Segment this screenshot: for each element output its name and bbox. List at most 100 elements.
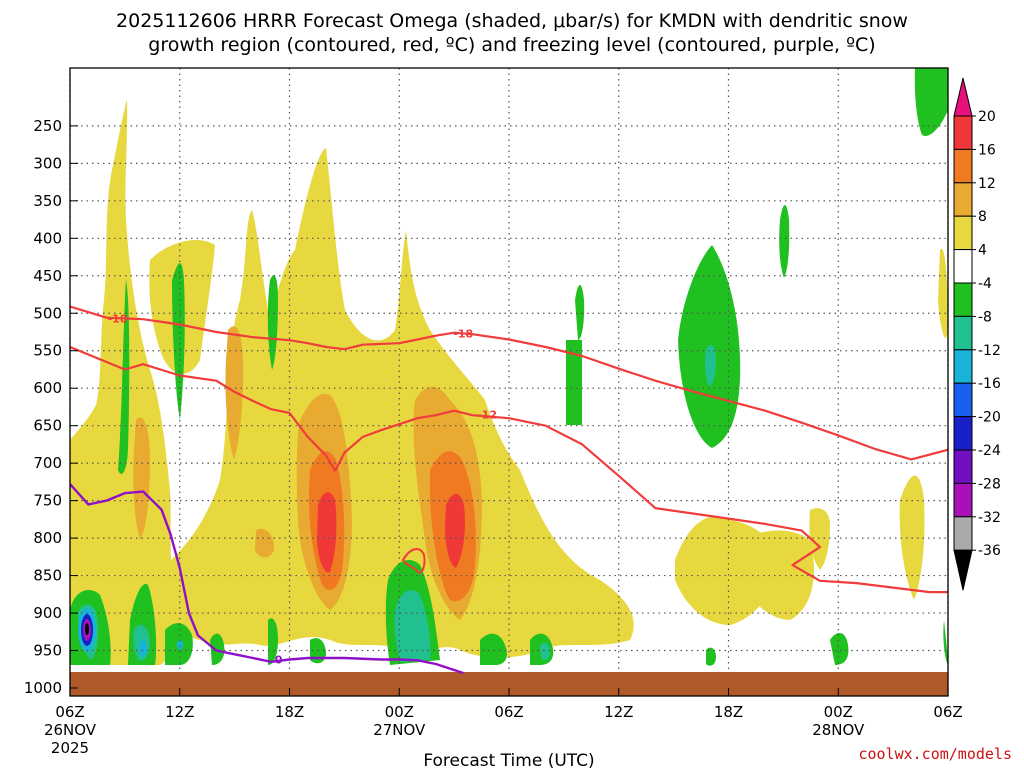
omega-region-green-6 xyxy=(210,633,225,665)
contour-dgz-minus12 xyxy=(70,345,948,594)
colorbar-label-1: 16 xyxy=(978,142,996,158)
omega-core-blue-3 xyxy=(177,640,183,650)
colorbar: 20 16 12 8 4 -4 -8 -12 -16 -20 -24 -28 -32 -36 xyxy=(953,77,1001,591)
x-tick-date-3: 27NOV xyxy=(373,721,426,739)
omega-region-green-16 xyxy=(779,205,790,278)
omega-region-teal-2 xyxy=(704,344,716,386)
x-tick-label-6: 18Z xyxy=(714,703,743,721)
y-tick-label-350: 350 xyxy=(33,192,62,210)
omega-region-green-19 xyxy=(914,68,948,136)
omega-region-green-18 xyxy=(706,647,716,666)
chart-title-line-2: growth region (contoured, red, ºC) and f… xyxy=(148,34,875,56)
x-tick-label-5: 12Z xyxy=(604,703,633,721)
colorbar-label-6: -8 xyxy=(978,309,992,325)
omega-region-yellow-2 xyxy=(150,148,634,658)
y-tick-label-500: 500 xyxy=(33,304,62,322)
omega-region-green-7 xyxy=(268,618,278,665)
colorbar-swatch-9 xyxy=(953,382,973,418)
omega-region-red-1 xyxy=(317,492,337,573)
y-tick-label-700: 700 xyxy=(33,454,62,472)
colorbar-bottom-arrow xyxy=(953,549,973,591)
y-tick-label-650: 650 xyxy=(33,417,62,435)
contour-lines: -18 -18 -12 0 xyxy=(70,305,948,675)
y-tick-label-400: 400 xyxy=(33,229,62,247)
colorbar-swatch-6 xyxy=(953,282,973,317)
colorbar-label-11: -28 xyxy=(978,476,1001,492)
contour-freezing-level xyxy=(70,483,464,675)
contour-label-minus12: -12 xyxy=(477,408,497,421)
credit-text[interactable]: coolwx.com/models xyxy=(858,745,1012,763)
omega-region-gold-3 xyxy=(225,326,244,460)
colorbar-label-0: 20 xyxy=(978,109,996,125)
omega-region-green-11 xyxy=(480,633,507,665)
x-tick-label-7: 00Z xyxy=(824,703,853,721)
x-tick-label-8: 06Z xyxy=(933,703,962,721)
x-tick-label-4: 06Z xyxy=(494,703,523,721)
omega-region-green-20 xyxy=(943,620,948,665)
x-tick-label-3: 00Z xyxy=(385,703,414,721)
colorbar-label-2: 12 xyxy=(978,176,996,192)
omega-region-gold-5 xyxy=(255,528,275,558)
y-tick-label-250: 250 xyxy=(33,117,62,135)
y-tick-label-900: 900 xyxy=(33,604,62,622)
y-tick-label-450: 450 xyxy=(33,267,62,285)
omega-core-black xyxy=(85,623,89,635)
colorbar-label-9: -20 xyxy=(978,410,1001,426)
y-tick-label-1000: 1000 xyxy=(24,679,62,697)
y-tick-label-950: 950 xyxy=(33,642,62,660)
y-tick-label-800: 800 xyxy=(33,529,62,547)
colorbar-label-13: -36 xyxy=(978,543,1001,559)
x-axis-title: Forecast Time (UTC) xyxy=(423,751,594,768)
contour-dgz-minus12-loop xyxy=(401,548,426,574)
omega-region-gold-4 xyxy=(133,417,150,540)
colorbar-label-4: 4 xyxy=(978,243,987,259)
omega-region-red-2 xyxy=(445,493,466,568)
omega-region-yellow-6 xyxy=(740,530,814,620)
colorbar-swatch-10 xyxy=(953,416,973,451)
x-tick-date-7: 28NOV xyxy=(812,721,865,739)
omega-core-blue-2 xyxy=(139,640,147,656)
contour-label-minus18-right: -18 xyxy=(453,327,473,340)
omega-region-teal-5 xyxy=(540,642,550,660)
colorbar-label-10: -24 xyxy=(978,443,1001,459)
colorbar-swatch-5 xyxy=(953,249,973,284)
y-axis: 250 300 350 400 450 500 550 600 650 700 750 800 850 9… xyxy=(24,117,78,697)
x-tick-year-0: 2025 xyxy=(51,739,89,757)
omega-region-green-13 xyxy=(566,340,582,425)
x-tick-label-1: 12Z xyxy=(165,703,194,721)
colorbar-swatch-11 xyxy=(953,449,973,484)
omega-region-green-8 xyxy=(267,275,278,370)
colorbar-swatch-12 xyxy=(953,482,973,518)
omega-region-green-14 xyxy=(575,285,585,340)
colorbar-swatch-8 xyxy=(953,349,973,384)
colorbar-label-8: -16 xyxy=(978,376,1001,392)
y-tick-label-750: 750 xyxy=(33,492,62,510)
colorbar-swatch-13 xyxy=(953,516,973,551)
colorbar-swatch-4 xyxy=(953,215,973,251)
colorbar-swatch-7 xyxy=(953,315,973,351)
colorbar-label-7: -12 xyxy=(978,343,1001,359)
contour-dgz-minus18 xyxy=(70,305,948,461)
omega-region-teal-1 xyxy=(394,590,431,662)
colorbar-swatch-2 xyxy=(953,148,973,184)
colorbar-label-12: -32 xyxy=(978,510,1001,526)
x-tick-label-0: 06Z xyxy=(55,703,84,721)
y-tick-label-300: 300 xyxy=(33,154,62,172)
omega-region-green-5 xyxy=(172,263,185,420)
contour-label-freezing: 0 xyxy=(275,654,283,667)
colorbar-top-arrow xyxy=(953,77,973,117)
contour-label-minus18-left: -18 xyxy=(108,312,128,325)
omega-region-yellow-9 xyxy=(938,248,948,339)
colorbar-swatch-1 xyxy=(953,115,973,150)
y-tick-label-550: 550 xyxy=(33,342,62,360)
omega-region-yellow-7 xyxy=(809,508,830,570)
x-tick-date-0: 26NOV xyxy=(44,721,97,739)
omega-shading xyxy=(70,68,948,666)
chart-title-line-1: 2025112606 HRRR Forecast Omega (shaded, … xyxy=(116,10,908,32)
colorbar-label-3: 8 xyxy=(978,209,987,225)
y-tick-label-850: 850 xyxy=(33,567,62,585)
omega-region-yellow-10 xyxy=(70,560,121,621)
y-tick-label-600: 600 xyxy=(33,379,62,397)
